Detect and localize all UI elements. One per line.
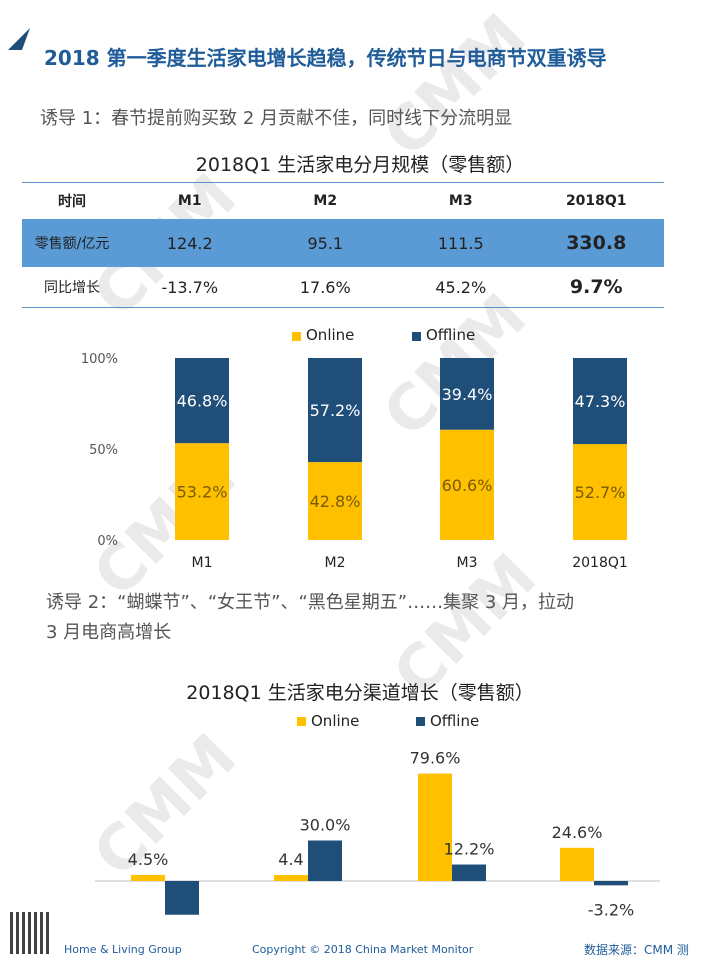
- sales-table: 时间 M1 M2 M3 2018Q1 零售额/亿元 124.2 95.1 111…: [22, 182, 664, 308]
- legend-label: Online: [311, 712, 359, 730]
- data-label: 42.8%: [310, 492, 361, 511]
- channel-growth-chart: Online Offline 4.5% 4.4 30.0% 79.6% 12.2% 24.6%…: [95, 712, 660, 919]
- row-label-sales: 零售额/亿元: [34, 236, 110, 252]
- bar: [165, 881, 199, 915]
- table-cell: 95.1: [307, 233, 344, 253]
- bar-segment: [175, 358, 229, 444]
- data-label: 30.0%: [300, 816, 351, 835]
- table-header-cell: M3: [448, 193, 473, 209]
- data-label: 46.8%: [177, 392, 228, 411]
- y-tick-label: 50%: [89, 443, 118, 458]
- footer-copyright: Copyright © 2018 China Market Monitor: [252, 943, 474, 956]
- table-header-cell: 时间: [58, 194, 86, 210]
- legend-swatch: [412, 332, 421, 341]
- x-tick-label: M3: [457, 555, 478, 571]
- legend-swatch: [292, 332, 301, 341]
- corner-accent: [7, 28, 31, 50]
- x-tick-label: 2018Q1: [572, 555, 628, 571]
- bar-segment: [440, 358, 494, 430]
- bar: [418, 773, 452, 881]
- table-header-row: 时间 M1 M2 M3 2018Q1: [22, 183, 664, 219]
- data-label: 39.4%: [442, 385, 493, 404]
- bar-segment: [440, 429, 494, 540]
- bar: [131, 874, 165, 881]
- bar-segment: [573, 444, 627, 540]
- page-title: 2018 第一季度生活家电增长趋稳，传统节日与电商节双重诱导: [44, 46, 607, 70]
- data-label: 47.3%: [575, 392, 626, 411]
- bar-segment: [308, 358, 362, 463]
- watermark-text: CMM: [369, 0, 540, 171]
- data-label: 57.2%: [310, 401, 361, 420]
- table-title: 2018Q1 生活家电分月规模（零售额）: [195, 154, 525, 176]
- bar: [560, 847, 594, 881]
- qr-code: [10, 912, 52, 954]
- channel-share-chart: Online Offline 0% 50% 100% 53.2% 46.8% M1 42.8% 5…: [81, 326, 628, 571]
- bar: [308, 840, 342, 881]
- table-header-cell: M2: [313, 193, 338, 209]
- bar: [274, 875, 308, 881]
- y-tick-label: 100%: [81, 352, 118, 367]
- x-tick-label: M1: [192, 555, 213, 571]
- table-cell: -13.7%: [161, 277, 219, 297]
- data-label: 4.5%: [128, 850, 169, 869]
- legend-label: Offline: [426, 326, 475, 344]
- bar-segment: [308, 462, 362, 540]
- chart-title: 2018Q1 生活家电分渠道增长（零售额）: [186, 682, 534, 704]
- data-label: -3.2%: [588, 900, 634, 919]
- row-label-growth: 同比增长: [44, 280, 100, 296]
- table-cell-total: 9.7%: [569, 276, 623, 298]
- table-row-sales: 零售额/亿元 124.2 95.1 111.5 330.8: [22, 219, 664, 267]
- subtitle-two: 诱导 2：“蝴蝶节”、“女王节”、“黑色星期五”……集聚 3 月，拉动 3 月电…: [46, 592, 575, 643]
- data-label: 53.2%: [177, 483, 228, 502]
- legend-label: Offline: [430, 712, 479, 730]
- subtitle-one: 诱导 1：春节提前购买致 2 月贡献不佳，同时线下分流明显: [40, 108, 513, 129]
- table-cell: 124.2: [166, 233, 213, 253]
- y-tick-label: 0%: [97, 534, 118, 549]
- table-header-cell: M1: [177, 193, 202, 209]
- x-tick-label: M2: [325, 555, 346, 571]
- footer-source: 数据来源：CMM 测: [584, 943, 689, 957]
- data-label: 52.7%: [575, 483, 626, 502]
- table-cell: 45.2%: [435, 277, 487, 297]
- table-row-growth: 同比增长 -13.7% 17.6% 45.2% 9.7%: [22, 267, 664, 308]
- bar: [594, 881, 628, 886]
- data-label: 60.6%: [442, 476, 493, 495]
- table-cell: 111.5: [437, 233, 484, 253]
- footer-group: Home & Living Group: [64, 943, 182, 956]
- bar-segment: [573, 358, 627, 445]
- data-label: 12.2%: [444, 840, 495, 859]
- table-cell: 17.6%: [299, 277, 351, 297]
- bar-segment: [175, 443, 229, 540]
- data-label: 24.6%: [552, 823, 603, 842]
- legend-label: Online: [306, 326, 354, 344]
- legend-swatch: [416, 717, 425, 726]
- table-cell-total: 330.8: [566, 232, 627, 254]
- data-label: 79.6%: [410, 749, 461, 768]
- data-label: 4.4: [278, 850, 303, 869]
- bar: [452, 864, 486, 881]
- table-header-cell: 2018Q1: [565, 193, 627, 209]
- legend-swatch: [297, 717, 306, 726]
